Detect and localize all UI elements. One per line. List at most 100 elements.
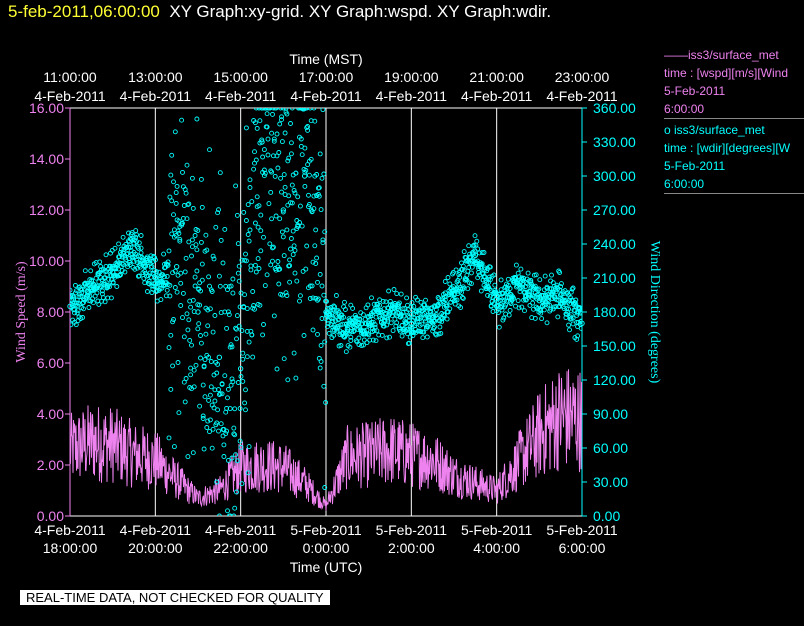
wind-direction-point	[570, 315, 576, 321]
wind-direction-point	[147, 258, 153, 264]
wind-direction-point	[217, 283, 223, 289]
wind-direction-point	[301, 108, 307, 112]
wind-direction-point	[293, 170, 299, 176]
wind-direction-point	[292, 270, 298, 276]
wind-direction-point	[548, 306, 554, 312]
wind-direction-point	[414, 319, 420, 325]
wind-direction-point	[441, 312, 446, 318]
wind-direction-point	[206, 274, 212, 280]
wind-direction-point	[347, 344, 353, 350]
wind-direction-point	[212, 313, 218, 318]
wind-direction-point	[186, 317, 192, 323]
wind-direction-point	[276, 150, 282, 155]
wind-direction-point	[258, 248, 264, 254]
wind-direction-point	[381, 323, 387, 329]
wind-direction-point	[287, 279, 293, 285]
wind-direction-point	[312, 243, 318, 249]
legend-marker: o	[664, 123, 675, 137]
wind-direction-point	[479, 270, 485, 276]
wind-direction-point	[401, 313, 407, 319]
wind-direction-point	[310, 259, 316, 265]
wind-direction-point	[542, 273, 548, 279]
wind-direction-point	[127, 245, 133, 251]
wind-direction-point	[416, 307, 422, 313]
wind-direction-point	[99, 267, 104, 273]
wind-direction-point	[545, 302, 551, 308]
wind-direction-point	[132, 266, 138, 272]
wind-direction-point	[262, 283, 268, 289]
wind-direction-point	[183, 190, 189, 196]
wind-direction-point	[326, 330, 332, 336]
wind-direction-point	[260, 332, 266, 338]
wind-direction-point	[336, 316, 342, 322]
quality-warning: REAL-TIME DATA, NOT CHECKED FOR QUALITY	[20, 590, 330, 605]
wind-direction-point	[507, 286, 513, 291]
wind-direction-point	[541, 307, 547, 313]
wind-direction-point	[224, 428, 230, 434]
wind-direction-point	[106, 276, 112, 282]
wind-direction-point	[274, 131, 280, 137]
wind-direction-point	[81, 306, 86, 312]
wind-direction-point	[217, 391, 223, 397]
wind-direction-point	[138, 250, 144, 256]
left-tick-label: 4.00	[37, 406, 64, 422]
wind-direction-point	[371, 328, 377, 334]
wind-direction-point	[506, 312, 512, 318]
wind-direction-point	[229, 376, 235, 382]
wind-direction-point	[447, 281, 453, 287]
wind-direction-point	[208, 359, 214, 364]
wind-direction-point	[383, 299, 389, 305]
wind-direction-point	[242, 292, 248, 298]
wind-direction-point	[71, 294, 77, 300]
wind-direction-point	[234, 313, 240, 319]
wind-direction-point	[317, 151, 323, 157]
wind-direction-point	[284, 111, 290, 117]
wind-direction-point	[168, 386, 174, 392]
wind-direction-point	[194, 116, 200, 122]
wind-direction-point	[269, 169, 275, 175]
wind-direction-point	[275, 165, 281, 171]
wind-direction-point	[135, 245, 141, 251]
wind-direction-point	[268, 262, 274, 268]
wind-direction-point	[166, 435, 172, 441]
legend-entry: o iss3/surface_met time : [wdir][degrees]…	[664, 121, 804, 194]
wind-direction-point	[319, 283, 325, 289]
wind-direction-point	[98, 264, 104, 269]
wind-direction-point	[226, 312, 232, 318]
wind-direction-point	[138, 233, 144, 238]
wind-direction-point	[564, 311, 570, 317]
wind-direction-point	[350, 305, 356, 311]
wind-direction-point	[216, 273, 222, 279]
wind-direction-point	[295, 194, 301, 200]
wind-direction-point	[236, 278, 242, 284]
legend-series-name: o iss3/surface_met	[664, 121, 804, 139]
wind-direction-point	[279, 189, 284, 195]
wind-direction-point	[270, 244, 276, 250]
wind-direction-point	[182, 399, 188, 405]
wind-direction-point	[287, 263, 293, 269]
wind-direction-point	[205, 323, 211, 329]
wind-direction-point	[396, 300, 402, 306]
wind-direction-point	[246, 238, 252, 244]
wind-direction-point	[172, 285, 178, 290]
wind-direction-point	[444, 316, 450, 322]
wind-direction-point	[320, 240, 326, 246]
wind-direction-point	[332, 304, 338, 310]
wind-direction-point	[104, 272, 110, 278]
wind-direction-point	[317, 365, 323, 371]
wind-direction-point	[356, 335, 362, 341]
wind-direction-point	[229, 344, 235, 350]
wind-direction-point	[236, 263, 242, 269]
wind-direction-point	[486, 274, 492, 280]
wind-direction-point	[219, 391, 225, 397]
wind-direction-point	[207, 306, 213, 312]
wind-direction-point	[82, 268, 88, 274]
wind-direction-point	[250, 289, 256, 294]
wind-direction-point	[532, 283, 538, 289]
bottom-tick-date: 4-Feb-2011	[34, 522, 106, 538]
wind-direction-point	[408, 304, 414, 310]
wind-direction-point	[264, 111, 270, 117]
wind-direction-point	[348, 338, 354, 343]
wind-direction-point	[233, 325, 239, 331]
wind-direction-point	[200, 413, 206, 419]
